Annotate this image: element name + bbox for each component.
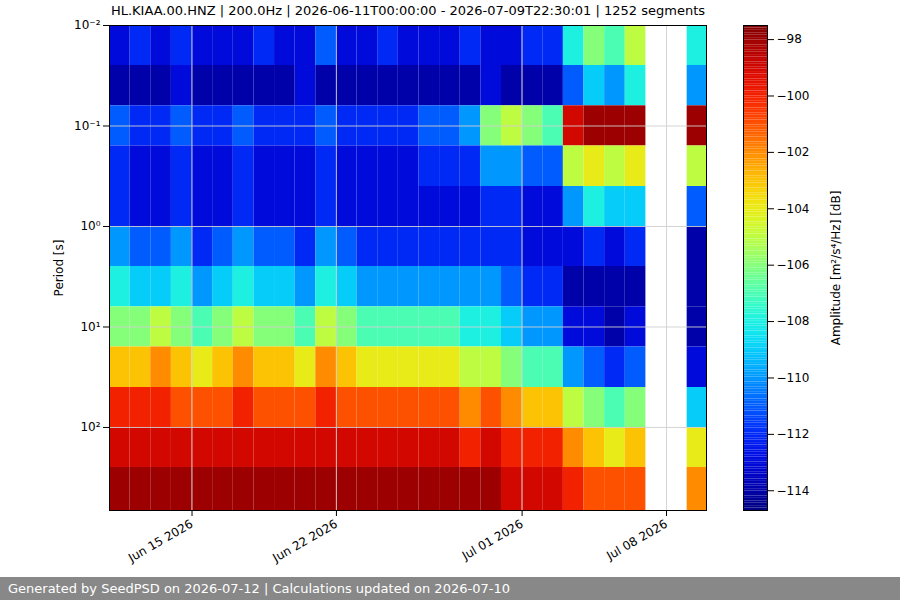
- html-text:Generated by SeedPSD on 2026-0: Generated by SeedPSD on 2026-07-12 | Cal…: [8, 581, 510, 596]
- svg-text:Jun 15 2026: Jun 15 2026: [125, 517, 195, 566]
- svg-text:Period [s]: Period [s]: [52, 240, 66, 297]
- svg-text:−104: −104: [777, 202, 810, 216]
- svg-text:−100: −100: [777, 89, 810, 103]
- svg-text:−108: −108: [777, 314, 810, 328]
- svg-text:10¹: 10¹: [80, 320, 100, 334]
- svg-text:Jun 22 2026: Jun 22 2026: [269, 517, 339, 566]
- svg-text:−106: −106: [777, 258, 810, 272]
- svg-text:Amplitude [m²/s⁴/Hz] [dB]: Amplitude [m²/s⁴/Hz] [dB]: [829, 191, 843, 346]
- svg-text:Jul 01 2026: Jul 01 2026: [459, 517, 526, 564]
- svg-text:10⁻¹: 10⁻¹: [74, 119, 101, 133]
- html-text:HL.KIAA.00.HNZ | 200.0Hz | 202: HL.KIAA.00.HNZ | 200.0Hz | 2026-06-11T00…: [110, 3, 705, 18]
- svg-text:−110: −110: [777, 371, 810, 385]
- svg-text:10⁰: 10⁰: [80, 219, 100, 233]
- svg-text:−114: −114: [777, 484, 810, 498]
- svg-text:−102: −102: [777, 145, 810, 159]
- svg-text:Jul 08 2026: Jul 08 2026: [603, 517, 670, 564]
- svg-text:10²: 10²: [80, 420, 100, 434]
- svg-text:10⁻²: 10⁻²: [74, 18, 101, 32]
- svg-text:−98: −98: [777, 32, 802, 46]
- svg-text:−112: −112: [777, 427, 810, 441]
